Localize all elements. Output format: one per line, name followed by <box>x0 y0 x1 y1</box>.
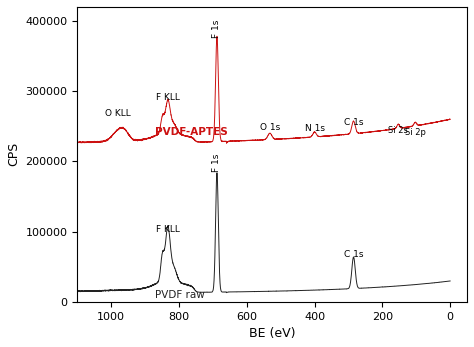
Text: F 1s: F 1s <box>212 19 221 38</box>
Y-axis label: CPS: CPS <box>7 142 20 167</box>
Text: C 1s: C 1s <box>344 118 363 127</box>
Text: Si 2p: Si 2p <box>405 128 426 137</box>
X-axis label: BE (eV): BE (eV) <box>249 327 295 340</box>
Text: O KLL: O KLL <box>105 109 131 118</box>
Text: Si 2s: Si 2s <box>388 126 408 135</box>
Text: F KLL: F KLL <box>156 225 180 234</box>
Text: F 1s: F 1s <box>212 153 221 172</box>
Text: PVDF raw: PVDF raw <box>155 290 205 300</box>
Text: O 1s: O 1s <box>260 123 280 132</box>
Text: F KLL: F KLL <box>156 93 180 102</box>
Text: C 1s: C 1s <box>344 250 363 259</box>
Text: N 1s: N 1s <box>305 124 325 133</box>
Text: PVDF-APTES: PVDF-APTES <box>155 127 228 137</box>
